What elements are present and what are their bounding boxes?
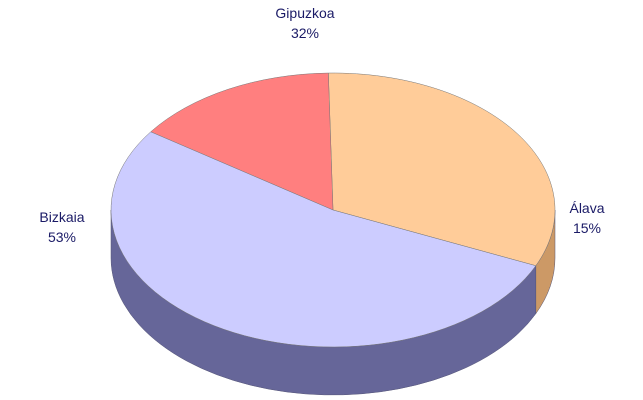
slice-value-label: 15% bbox=[573, 220, 601, 236]
slice-value-label: 32% bbox=[291, 25, 319, 41]
slice bbox=[328, 72, 556, 267]
slice-value-label: 53% bbox=[48, 229, 76, 245]
slice bbox=[150, 72, 334, 211]
slice-label: Álava bbox=[569, 200, 604, 216]
slice-label: Gipuzkoa bbox=[275, 5, 334, 21]
slice-label: Bizkaia bbox=[39, 209, 84, 225]
slice bbox=[110, 131, 537, 348]
